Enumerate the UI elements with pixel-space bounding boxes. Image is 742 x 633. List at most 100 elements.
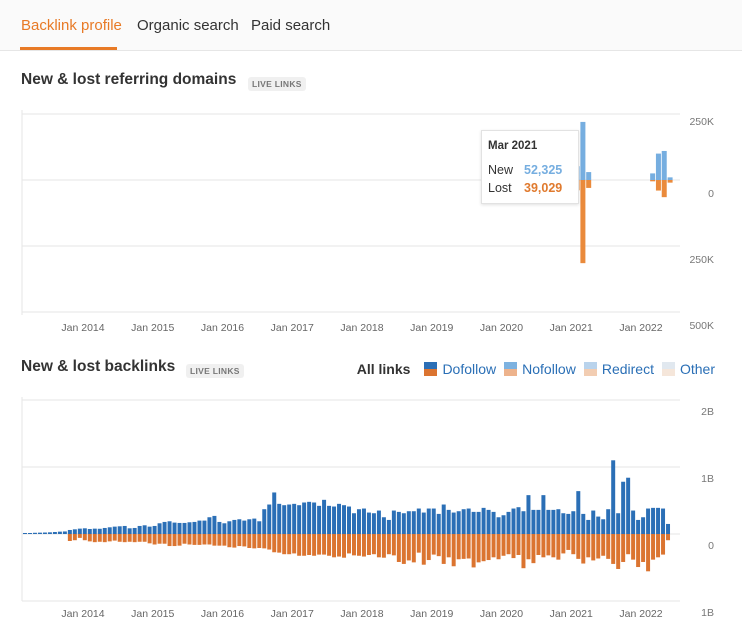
chart1-bars bbox=[562, 121, 673, 264]
chart2-lost-bar-dofollow bbox=[461, 534, 466, 559]
chart2-new-bar-dofollow bbox=[486, 509, 491, 534]
chart2-new-bar-dofollow bbox=[182, 522, 187, 534]
chart-tooltip: Mar 2021 New 52,325 Lost 39,029 bbox=[481, 130, 579, 204]
chart2-new-bar-dofollow bbox=[147, 526, 152, 534]
referring-domains-chart: Jan 2014 Jan 2015 Jan 2016 Jan 2017 Jan 2018… bbox=[21, 110, 714, 334]
chart2-new-bar-dofollow bbox=[446, 509, 451, 534]
chart2-new-bar-dofollow bbox=[302, 502, 307, 534]
chart1-lost-bar bbox=[655, 180, 661, 191]
chart2-new-bar-dofollow bbox=[52, 531, 57, 534]
tab-paid-search[interactable]: Paid search bbox=[251, 17, 331, 34]
chart1-new-bar bbox=[586, 172, 592, 180]
chart2-lost-bar-dofollow bbox=[596, 534, 601, 559]
chart2-new-bar-dofollow bbox=[242, 520, 247, 534]
chart1-new-bar bbox=[661, 150, 667, 180]
chart2-new-bar-dofollow bbox=[312, 502, 317, 534]
chart2-new-bar-dofollow bbox=[177, 522, 182, 534]
chart2-lost-bar-dofollow bbox=[501, 534, 506, 556]
chart2-x-tick-label: Jan 2018 bbox=[340, 608, 383, 620]
chart2-lost-bar-dofollow bbox=[661, 534, 666, 555]
chart2-lost-bar-dofollow bbox=[292, 534, 297, 554]
chart2-new-bar-dofollow bbox=[332, 506, 337, 534]
chart2-lost-bar-dofollow bbox=[152, 534, 157, 545]
chart2-lost-bar-dofollow bbox=[531, 534, 536, 564]
chart2-new-bar-dofollow bbox=[162, 521, 167, 534]
chart2-lost-bar-dofollow bbox=[287, 534, 292, 555]
chart2-new-bar-dofollow bbox=[222, 523, 227, 534]
tab-organic-search[interactable]: Organic search bbox=[137, 17, 239, 34]
backlinks-chart: Jan 2014 Jan 2015 Jan 2016 Jan 2017 Jan 2018… bbox=[21, 397, 714, 620]
tab-backlink-profile[interactable]: Backlink profile bbox=[21, 17, 122, 34]
chart2-new-bar-dofollow bbox=[466, 508, 471, 534]
chart2-lost-bar-dofollow bbox=[302, 534, 307, 556]
chart2-new-bar-dofollow bbox=[227, 521, 232, 534]
chart2-new-bar-dofollow bbox=[551, 509, 556, 534]
chart2-lost-bar-dofollow bbox=[312, 534, 317, 556]
chart2-new-bar-dofollow bbox=[267, 504, 272, 534]
active-tab-indicator bbox=[20, 47, 117, 50]
chart2-new-bar-dofollow bbox=[62, 531, 67, 534]
chart2-lost-bar-dofollow bbox=[107, 534, 112, 542]
chart2-new-bar-dofollow bbox=[401, 513, 406, 534]
legend-dofollow[interactable]: Dofollow bbox=[424, 361, 496, 377]
chart2-new-bar-dofollow bbox=[381, 517, 386, 534]
legend-all-links[interactable]: All links bbox=[356, 361, 411, 377]
chart2-new-bar-dofollow bbox=[356, 509, 361, 534]
chart2-lost-bar-dofollow bbox=[626, 534, 631, 555]
chart2-lost-bar-dofollow bbox=[237, 534, 242, 547]
chart2-new-bar-dofollow bbox=[421, 512, 426, 534]
chart2-new-bar-dofollow bbox=[386, 519, 391, 534]
chart2-lost-bar-dofollow bbox=[426, 534, 431, 561]
chart2-lost-bar-dofollow bbox=[546, 534, 551, 556]
chart2-lost-bar-dofollow bbox=[342, 534, 347, 558]
tooltip-new-value: 52,325 bbox=[524, 163, 563, 177]
chart2-new-bar-dofollow bbox=[606, 509, 611, 534]
chart2-lost-bar-dofollow bbox=[566, 534, 571, 550]
backlinks-legend: All links Dofollow Nofollow Redirect Oth… bbox=[357, 360, 715, 378]
chart2-bars bbox=[23, 460, 671, 572]
chart1-x-tick-label: Jan 2015 bbox=[131, 322, 174, 334]
chart2-lost-bar-dofollow bbox=[351, 534, 356, 556]
chart2-new-bar-dofollow bbox=[546, 509, 551, 534]
chart2-new-bar-dofollow bbox=[641, 517, 646, 534]
chart2-lost-bar-dofollow bbox=[142, 534, 147, 542]
chart2-new-bar-dofollow bbox=[132, 527, 137, 534]
chart2-lost-bar-dofollow bbox=[576, 534, 581, 559]
chart2-lost-bar-dofollow bbox=[656, 534, 661, 558]
chart2-lost-bar-dofollow bbox=[621, 534, 626, 562]
chart2-lost-bar-dofollow bbox=[87, 534, 92, 542]
chart1-lost-bar bbox=[661, 180, 667, 198]
chart2-lost-bar-dofollow bbox=[192, 534, 197, 545]
chart2-new-bar-dofollow bbox=[197, 520, 202, 534]
chart2-lost-bar-dofollow bbox=[416, 534, 421, 553]
chart2-lost-bar-dofollow bbox=[606, 534, 611, 559]
chart2-lost-bar-dofollow bbox=[466, 534, 471, 559]
chart2-lost-bar-dofollow bbox=[122, 534, 127, 543]
tooltip-new-label: New bbox=[488, 163, 514, 177]
chart2-new-bar-dofollow bbox=[67, 529, 72, 534]
chart2-new-bar-dofollow bbox=[556, 509, 561, 534]
chart2-new-bar-dofollow bbox=[601, 519, 606, 534]
chart2-new-bar-dofollow bbox=[47, 532, 52, 534]
chart2-lost-bar-dofollow bbox=[526, 534, 531, 560]
chart2-new-bar-dofollow bbox=[536, 509, 541, 534]
chart2-lost-bar-dofollow bbox=[232, 534, 237, 548]
chart1-x-tick-label: Jan 2022 bbox=[619, 322, 662, 334]
chart2-new-bar-dofollow bbox=[277, 503, 282, 534]
chart2-lost-bar-dofollow bbox=[516, 534, 521, 555]
legend-other[interactable]: Other bbox=[661, 361, 715, 377]
chart2-lost-bar-dofollow bbox=[601, 534, 606, 556]
chart2-lost-bar-dofollow bbox=[356, 534, 361, 556]
chart1-y-tick-label: 0 bbox=[708, 188, 714, 200]
chart1-x-tick-label: Jan 2021 bbox=[550, 322, 593, 334]
legend-nofollow[interactable]: Nofollow bbox=[504, 361, 576, 377]
chart2-new-bar-dofollow bbox=[107, 527, 112, 534]
chart2-x-tick-label: Jan 2020 bbox=[480, 608, 523, 620]
chart2-new-bar-dofollow bbox=[167, 521, 172, 534]
chart1-x-tick-label: Jan 2017 bbox=[271, 322, 314, 334]
chart2-new-bar-dofollow bbox=[586, 519, 591, 534]
chart1-lost-bar bbox=[667, 180, 673, 183]
chart2-new-bar-dofollow bbox=[611, 460, 616, 534]
legend-redirect[interactable]: Redirect bbox=[583, 361, 654, 377]
chart2-new-bar-dofollow bbox=[87, 528, 92, 534]
